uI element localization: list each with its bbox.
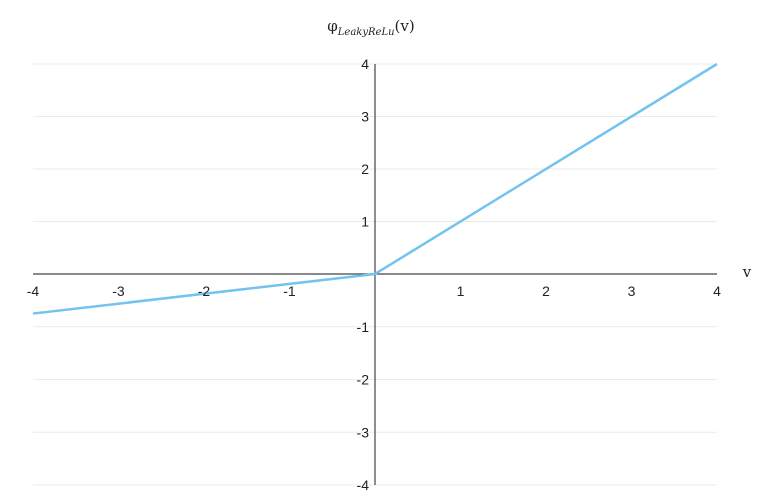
series-layer — [32, 62, 718, 315]
tick-labels: -4 -3 -2 -1 1 2 3 4 4 3 2 1 -1 -2 -3 -4 — [27, 56, 721, 493]
x-tick-label-neg1: -1 — [283, 283, 296, 299]
y-tick-label-1: 1 — [361, 214, 369, 230]
x-tick-label-2: 2 — [542, 283, 550, 299]
x-tick-label-neg3: -3 — [112, 283, 125, 299]
y-tick-label-neg3: -3 — [357, 424, 370, 440]
y-tick-label-neg2: -2 — [357, 372, 370, 388]
y-tick-label-neg4: -4 — [357, 477, 370, 493]
y-tick-label-neg1: -1 — [357, 319, 370, 335]
x-axis-label: v — [742, 263, 752, 281]
x-tick-label-neg4: -4 — [27, 283, 40, 299]
chart-title: φLeakyReLu(v) — [327, 17, 414, 38]
x-tick-label-neg2: -2 — [198, 283, 211, 299]
title-subscript: LeakyReLu — [337, 27, 395, 38]
y-tick-label-2: 2 — [361, 161, 369, 177]
y-tick-label-3: 3 — [361, 109, 369, 125]
title-suffix: (v) — [395, 17, 415, 35]
x-tick-label-1: 1 — [457, 283, 465, 299]
x-tick-label-3: 3 — [628, 283, 636, 299]
y-tick-label-4: 4 — [361, 56, 369, 72]
series-line-0 — [32, 62, 718, 315]
x-tick-label-4: 4 — [713, 283, 721, 299]
title-main: φ — [327, 17, 338, 35]
